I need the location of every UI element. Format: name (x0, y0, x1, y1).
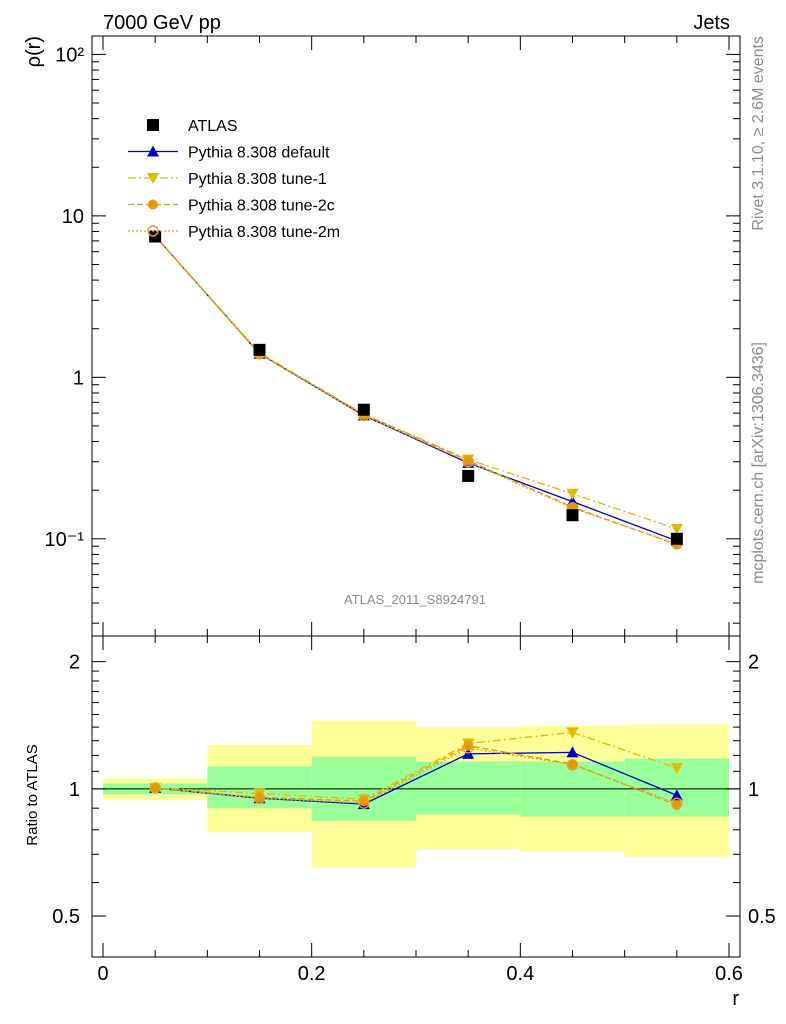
legend-marker-pythia-8-308-tune-2m (147, 225, 159, 237)
ratio-tick-label-left-2: 2 (69, 652, 80, 674)
y-tick-label-3: 10² (55, 44, 84, 66)
legend-label-pythia-8-308-tune-2m: Pythia 8.308 tune-2m (188, 224, 340, 241)
header-left: 7000 GeV pp (103, 12, 221, 34)
ratio-uncertainty-bands (92, 720, 740, 868)
ratio-point-pythia-8-308-tune-2m-5 (671, 797, 683, 809)
main-point-atlas-1 (253, 343, 266, 356)
legend-label-pythia-8-308-tune-1: Pythia 8.308 tune-1 (188, 171, 327, 188)
ratio-point-pythia-8-308-tune-2m-3 (462, 742, 474, 754)
y-tick-label-2: 10 (62, 206, 84, 228)
ratio-panel-series (149, 727, 683, 811)
x-tick-label-1: 0.2 (298, 963, 326, 985)
main-point-atlas-3 (462, 469, 475, 482)
ratio-tick-label-right-1: 1 (748, 779, 759, 801)
y-tick-label-0: 10⁻¹ (45, 529, 85, 551)
y-axis-label-ratio: Ratio to ATLAS (24, 744, 41, 845)
x-tick-label-2: 0.4 (506, 963, 534, 985)
ratio-point-pythia-8-308-tune-2c-4 (567, 759, 578, 770)
ratio-point-pythia-8-308-default-5 (670, 789, 683, 801)
main-point-atlas-2 (357, 403, 370, 416)
main-line-pythia-8-308-tune-1 (154, 235, 678, 530)
main-line-pythia-8-308-tune-2c (154, 235, 678, 546)
legend-label-atlas: ATLAS (188, 118, 238, 135)
rivet-version-label: Rivet 3.1.10, ≥ 2.6M events (750, 36, 767, 231)
legend: ATLAS Pythia 8.308 default Pythia 8.308 tu… (128, 118, 340, 241)
y-tick-label-1: 1 (73, 367, 84, 389)
top-panel-series (149, 230, 683, 550)
main-line-pythia-8-308-default (154, 235, 678, 542)
ratio-tick-label-left-1: 1 (69, 779, 80, 801)
ratio-line-pythia-8-308-default (155, 751, 678, 805)
x-axis-label: r (732, 988, 739, 1010)
ratio-point-pythia-8-308-tune-2c-1 (254, 792, 265, 803)
ratio-tick-label-right-2: 2 (748, 652, 759, 674)
ratio-point-pythia-8-308-tune-1-4 (566, 727, 579, 739)
legend-marker-atlas (147, 119, 159, 131)
main-point-pythia-8-308-tune-1-5 (670, 523, 683, 535)
inner-band-3 (416, 761, 521, 815)
ratio-line-pythia-8-308-tune-2c (155, 745, 678, 806)
ratio-tick-label-right-0: 0.5 (748, 906, 776, 928)
x-tick-label-0: 0 (97, 963, 108, 985)
ratio-point-pythia-8-308-tune-2m-4 (566, 759, 579, 771)
mcplots-source-label: mcplots.cern.ch [arXiv:1306.3436] (750, 342, 767, 584)
legend-label-pythia-8-308-default: Pythia 8.308 default (188, 145, 330, 162)
ratio-line-pythia-8-308-tune-1 (155, 731, 678, 800)
ratio-line-pythia-8-308-tune-2m (155, 747, 678, 804)
header-right: Jets (693, 12, 730, 34)
y-axis-label-top: ρ(r) (23, 36, 45, 67)
main-point-atlas-5 (670, 532, 683, 545)
ratio-point-pythia-8-308-tune-2m-2 (358, 797, 370, 809)
ratio-point-pythia-8-308-tune-2m-1 (253, 792, 266, 804)
legend-label-pythia-8-308-tune-2c: Pythia 8.308 tune-2c (188, 198, 335, 215)
legend-marker-pythia-8-308-default (147, 145, 159, 157)
main-point-atlas-0 (149, 230, 162, 243)
legend-marker-pythia-8-308-tune-2c (148, 199, 158, 210)
ratio-tick-label-left-0: 0.5 (52, 906, 80, 928)
main-line-pythia-8-308-tune-2m (154, 235, 678, 545)
ratio-point-pythia-8-308-tune-1-5 (670, 763, 683, 775)
main-point-atlas-4 (566, 509, 579, 522)
ratio-point-pythia-8-308-default-4 (566, 746, 579, 758)
main-point-pythia-8-308-tune-1-4 (566, 488, 579, 500)
axes: 0 0.2 0.4 0.6 10⁻¹ 1 10 10² 0.5 0.5 1 1 2 2 (45, 35, 776, 985)
x-tick-label-3: 0.6 (715, 963, 743, 985)
legend-marker-pythia-8-308-tune-1 (147, 173, 159, 184)
analysis-label: ATLAS_2011_S8924791 (344, 592, 486, 607)
ratio-point-pythia-8-308-tune-2m-0 (149, 782, 161, 794)
main-point-pythia-8-308-tune-2m-3 (462, 456, 474, 468)
